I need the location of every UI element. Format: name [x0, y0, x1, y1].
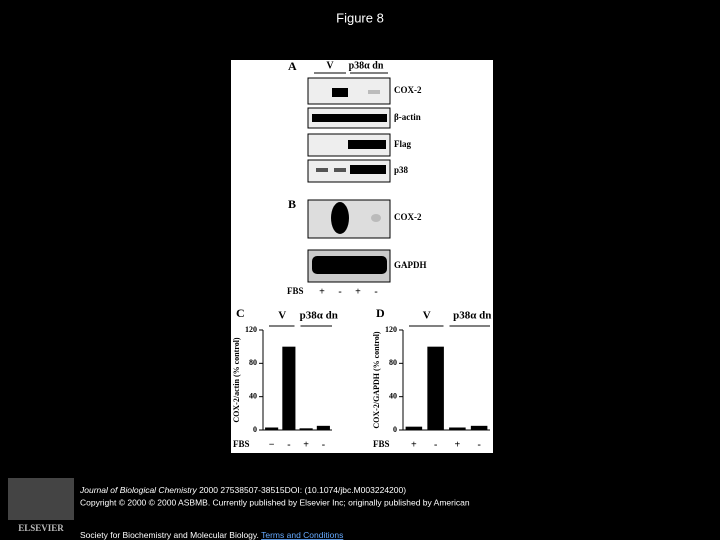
x-tick-label: −: [269, 439, 275, 450]
band-label: p38: [394, 165, 409, 175]
group-label: V: [326, 60, 334, 71]
group-label: p38α dn: [453, 310, 491, 322]
band-label: COX-2: [394, 85, 422, 95]
logo-tree: [8, 478, 74, 520]
group-label: p38α dn: [349, 60, 384, 71]
band-label: β-actin: [394, 112, 421, 122]
copyright: Copyright © 2000 © 2000 ASBMB. Currently…: [80, 497, 470, 507]
bar: [265, 427, 279, 430]
band: [368, 90, 380, 94]
band: [348, 140, 386, 149]
panel-label: B: [288, 197, 296, 211]
x-tick-label: -: [477, 439, 480, 450]
group-label: p38α dn: [300, 310, 338, 322]
x-label: FBS: [233, 439, 250, 449]
bar: [316, 425, 330, 430]
group-label: V: [423, 310, 431, 322]
y-tick-label: 120: [245, 325, 257, 334]
band: [332, 88, 348, 97]
y-tick-label: 40: [249, 391, 257, 400]
band-label: Flag: [394, 139, 411, 149]
bar: [405, 426, 423, 430]
band: [334, 168, 346, 172]
citation: Journal of Biological Chemistry 2000 275…: [79, 485, 406, 495]
x-tick-label: -: [434, 439, 437, 450]
panel-label: A: [288, 59, 297, 73]
bar: [299, 428, 313, 430]
bar: [449, 427, 466, 430]
condition: -: [374, 286, 377, 297]
x-tick-label: +: [303, 439, 309, 450]
terms-link[interactable]: Terms and Conditions: [261, 530, 343, 540]
y-axis-label: COX-2/actin (% control): [232, 337, 241, 423]
x-tick-label: +: [411, 439, 417, 450]
panel-b: B COX-2 GAPDH FBS + - + -: [287, 197, 427, 298]
bar: [470, 425, 488, 430]
band: [350, 165, 386, 174]
x-tick-label: -: [287, 439, 290, 450]
slide-title: Figure 8: [336, 10, 384, 25]
x-tick-label: +: [455, 439, 461, 450]
panel-label: D: [376, 306, 385, 320]
band: [312, 114, 387, 122]
condition: -: [338, 286, 341, 297]
y-tick-label: 0: [253, 425, 257, 434]
y-axis-label: COX-2/GAPDH (% control): [372, 331, 381, 429]
band: [316, 168, 328, 172]
panel-a: A V p38α dn COX-2 β-actin Flag p38: [288, 59, 422, 183]
y-tick-label: 80: [249, 358, 257, 367]
x-label: FBS: [287, 286, 304, 296]
x-label: FBS: [373, 439, 390, 449]
society: Society for Biochemistry and Molecular B…: [80, 530, 343, 540]
band-label: COX-2: [394, 212, 422, 222]
band: [371, 214, 381, 222]
journal: Journal of Biological Chemistry: [79, 485, 197, 495]
y-tick-label: 80: [389, 358, 397, 367]
y-tick-label: 40: [389, 391, 397, 400]
band: [312, 256, 387, 274]
y-tick-label: 120: [385, 325, 397, 334]
bar: [282, 346, 296, 430]
panel-label: C: [236, 306, 245, 320]
bar: [427, 346, 444, 430]
citation-details: 2000 27538507-38515DOI: (10.1074/jbc.M00…: [197, 485, 407, 495]
group-label: V: [278, 310, 286, 322]
y-tick-label: 0: [393, 425, 397, 434]
society-text: Society for Biochemistry and Molecular B…: [80, 530, 261, 540]
band-label: GAPDH: [394, 260, 427, 270]
x-tick-label: -: [322, 439, 325, 450]
logo-text: ELSEVIER: [18, 523, 64, 533]
condition: +: [355, 286, 361, 297]
band: [331, 202, 349, 234]
condition: +: [319, 286, 325, 297]
